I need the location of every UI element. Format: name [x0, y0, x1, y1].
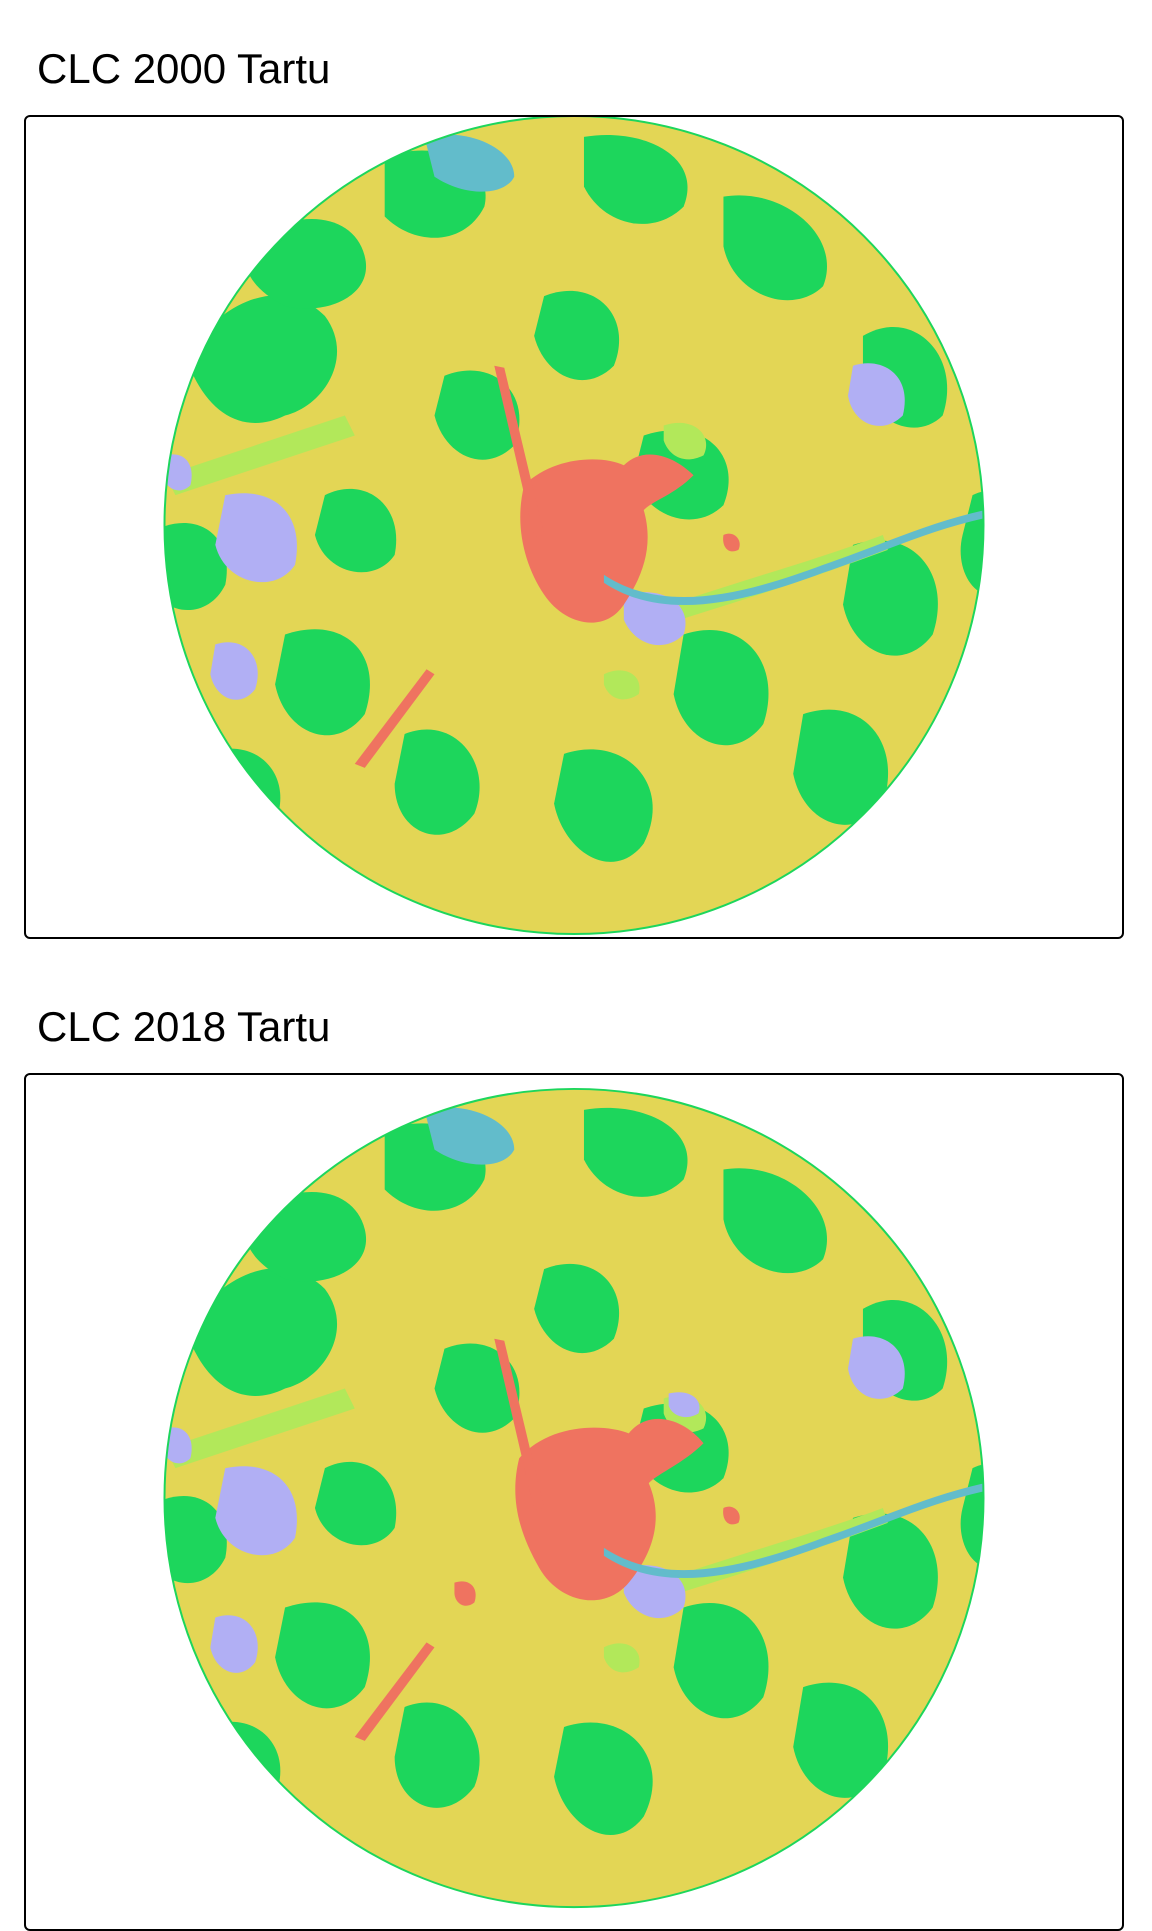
- urban-areas: [354, 365, 740, 768]
- urban-areas: [354, 1338, 740, 1741]
- land-cover-map-2018: [163, 1087, 985, 1909]
- wetland-patches: [164, 1336, 905, 1673]
- wetland-patches: [164, 363, 905, 700]
- water-bodies: [424, 1107, 984, 1578]
- water-bodies: [424, 134, 984, 605]
- land-cover-map-2000: [163, 117, 985, 935]
- herbaceous-strips: [165, 415, 888, 700]
- map-panel-2018[interactable]: [24, 1073, 1124, 1931]
- map-panel-2000[interactable]: [24, 115, 1124, 939]
- map-title-2000: CLC 2000 Tartu: [37, 45, 331, 92]
- map-title-2018: CLC 2018 Tartu: [37, 1003, 331, 1050]
